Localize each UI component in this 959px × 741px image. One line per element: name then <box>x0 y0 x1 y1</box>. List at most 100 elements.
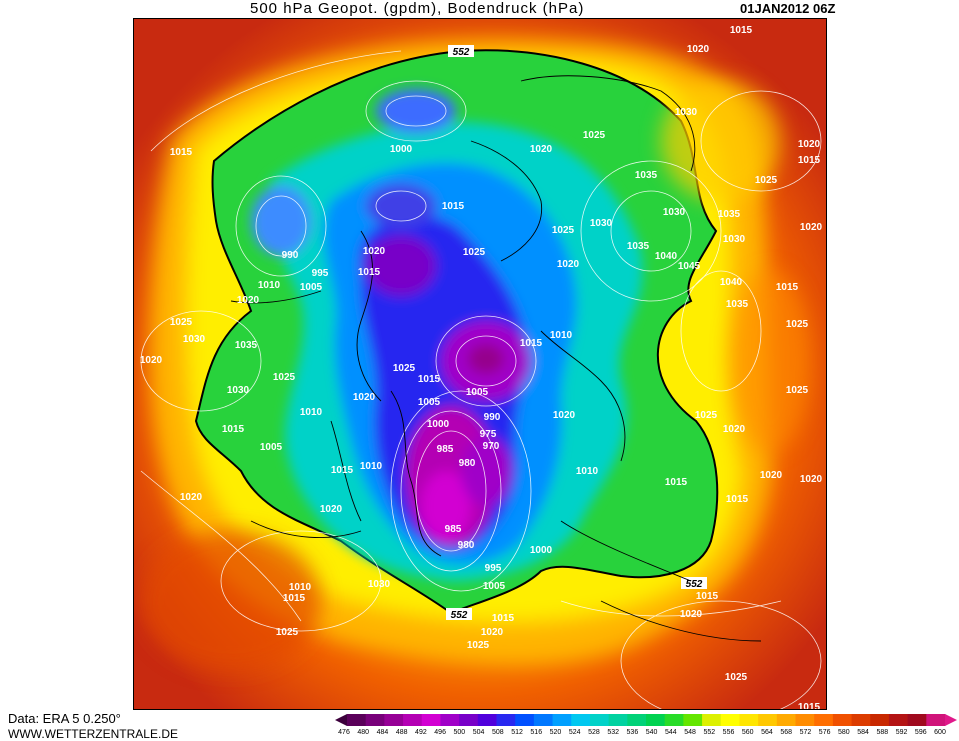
colorbar-swatch <box>888 714 909 726</box>
colorbar-tick-label: 512 <box>511 729 523 736</box>
colorbar-swatch <box>702 714 722 726</box>
colorbar-tick-label: 584 <box>857 729 869 736</box>
pressure-label: 1035 <box>726 299 749 310</box>
pressure-label: 1005 <box>483 581 506 592</box>
pressure-label: 1020 <box>363 246 386 257</box>
pressure-label: 1030 <box>183 334 206 345</box>
pressure-label: 1035 <box>235 340 258 351</box>
pressure-label: 1010 <box>258 280 281 291</box>
pressure-labels: 1015 1000 1020 1025 1020 1015 1030 1035 1030 1015… <box>140 25 823 710</box>
colorbar-tick-label: 600 <box>934 729 946 736</box>
colorbar-swatch <box>851 714 871 726</box>
coastlines <box>230 75 762 642</box>
colorbar <box>335 714 957 726</box>
pressure-label: 1010 <box>300 407 323 418</box>
colorbar-tick-label: 528 <box>588 729 600 736</box>
pressure-label: 1035 <box>635 170 658 181</box>
pressure-label: 1025 <box>786 385 809 396</box>
low-purple-3 <box>251 186 311 256</box>
colorbar-tick-label: 500 <box>453 729 466 736</box>
colorbar-swatch <box>571 714 591 726</box>
pressure-label: 1015 <box>283 593 306 604</box>
colorbar-swatch <box>627 714 647 726</box>
chart-title: 500 hPa Geopot. (gpdm), Bodendruck (hPa) <box>250 0 585 17</box>
isobars <box>140 50 822 709</box>
pressure-label: 995 <box>485 563 502 574</box>
colorbar-swatch <box>347 714 367 726</box>
colorbar-tick-label: 492 <box>415 729 427 736</box>
pressure-label: 1025 <box>583 130 606 141</box>
pressure-label: 1010 <box>360 461 383 472</box>
pressure-label: 1005 <box>466 387 489 398</box>
colorbar-tick-label: 592 <box>895 729 908 736</box>
pressure-label: 1025 <box>273 372 296 383</box>
weather-map: 552 552 552 <box>133 18 827 710</box>
pressure-label: 1015 <box>520 338 543 349</box>
contour-552-label-bottom: 552 <box>446 608 472 621</box>
pressure-label: 1040 <box>655 251 678 262</box>
pressure-label: 985 <box>445 524 462 535</box>
polar-low-core <box>468 344 504 374</box>
pressure-label: 990 <box>282 250 299 261</box>
website-credit: WWW.WETTERZENTRALE.DE <box>8 727 178 741</box>
colorbar-swatch <box>795 714 815 726</box>
pressure-label: 1020 <box>553 410 576 421</box>
colorbar-tick-label: 532 <box>607 729 619 736</box>
colorbar-swatch <box>589 714 610 726</box>
colorbar-swatch <box>832 714 853 726</box>
pressure-label: 1030 <box>675 107 698 118</box>
colorbar-swatch <box>758 714 778 726</box>
colorbar-swatch <box>926 714 946 726</box>
pressure-label: 1005 <box>418 397 441 408</box>
contour-552-label-top: 552 <box>448 45 474 58</box>
pressure-label: 980 <box>459 458 476 469</box>
pressure-label: 1015 <box>665 477 688 488</box>
colorbar-swatch <box>720 714 740 726</box>
pressure-label: 1025 <box>695 410 718 421</box>
pressure-label: 1020 <box>687 44 710 55</box>
colorbar-tick-label: 580 <box>838 729 850 736</box>
colorbar-tick-label: 496 <box>434 729 446 736</box>
pressure-label: 1015 <box>492 613 515 624</box>
atlantic-low-core <box>421 471 471 541</box>
colorbar-swatch <box>515 714 535 726</box>
colorbar-tick-label: 576 <box>818 729 831 736</box>
colorbar-tick-label: 556 <box>722 729 735 736</box>
colorbar-swatch <box>365 714 385 726</box>
colorbar-tick-label: 508 <box>491 729 504 736</box>
pressure-label: 1020 <box>530 144 553 155</box>
pressure-label: 1020 <box>557 259 580 270</box>
colorbar-swatch <box>814 714 834 726</box>
colorbar-tick-label: 548 <box>684 729 696 736</box>
pressure-label: 1020 <box>680 609 703 620</box>
pressure-label: 1015 <box>776 282 799 293</box>
pressure-label: 1025 <box>276 627 299 638</box>
colorbar-right-arrow <box>945 714 957 726</box>
svg-text:552: 552 <box>686 579 703 590</box>
pressure-label: 1025 <box>463 247 486 258</box>
colorbar-swatch <box>384 714 404 726</box>
colorbar-tick-label: 536 <box>626 729 639 736</box>
pressure-label: 1030 <box>227 385 250 396</box>
colorbar-tick-label: 524 <box>568 729 581 736</box>
colorbar-tick-label: 588 <box>876 729 889 736</box>
pressure-label: 1010 <box>550 330 573 341</box>
pressure-label: 1015 <box>798 702 821 710</box>
valid-date: 01JAN2012 06Z <box>740 1 836 16</box>
colorbar-tick-label: 488 <box>395 729 408 736</box>
pressure-label: 1015 <box>442 201 465 212</box>
pressure-label: 1015 <box>730 25 753 36</box>
pressure-label: 1040 <box>720 277 743 288</box>
pressure-label: 1005 <box>260 442 283 453</box>
colorbar-swatch <box>459 714 479 726</box>
pressure-label: 1025 <box>467 640 490 651</box>
colorbar-ticks: 476 480 484 488 492 496 500 504 508 512 516 520 524 5… <box>338 729 950 739</box>
pressure-label: 1030 <box>663 207 686 218</box>
colorbar-tick-label: 560 <box>741 729 754 736</box>
pressure-label: 1000 <box>427 419 450 430</box>
pressure-label: 1020 <box>723 424 746 435</box>
pressure-label: 1015 <box>726 494 749 505</box>
pressure-label: 1020 <box>353 392 376 403</box>
colorbar-swatch <box>907 714 927 726</box>
pressure-label: 1030 <box>723 234 746 245</box>
